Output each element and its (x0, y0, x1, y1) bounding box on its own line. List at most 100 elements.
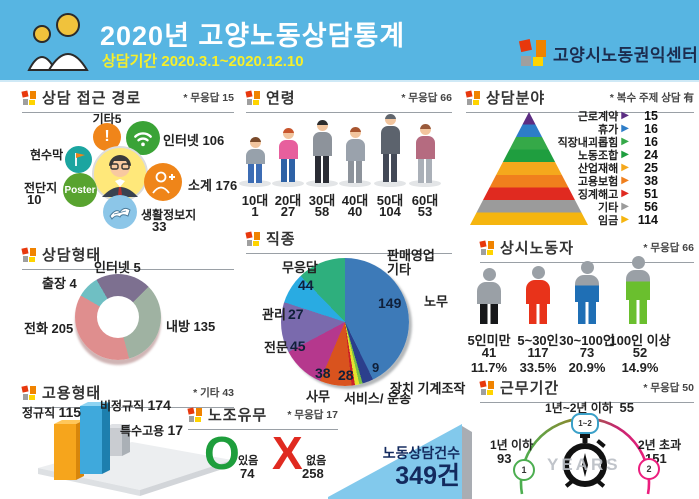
section-icon (21, 384, 36, 400)
field-value: 16 (644, 122, 658, 136)
arrow-icon: ▶ (621, 110, 629, 121)
figure-body (526, 280, 550, 304)
field-label: 근로계약 (577, 111, 619, 123)
figure-legs (529, 304, 547, 324)
magazine-icon (103, 195, 137, 229)
flag-icon (65, 146, 92, 173)
workers-figure-over100 (621, 256, 655, 324)
employment-label: 특수고용 (120, 424, 165, 438)
poster-text: Poster (64, 184, 96, 196)
access-life-value: 33 (152, 219, 167, 234)
job-sales-label: 판매영업 (387, 248, 435, 263)
age-figure-40s (341, 127, 369, 183)
tenure-left-label: 1년 이하 (490, 438, 534, 452)
figure-legs (418, 159, 432, 183)
job-prof-value: 45 (290, 338, 306, 354)
figure-head (349, 127, 361, 138)
job-service-value: 28 (338, 367, 354, 383)
section-note: * 무응답 17 (287, 409, 338, 421)
figure-body (477, 282, 501, 304)
field-label: 직장내괴롭힘 (557, 137, 619, 149)
exclaim-glyph: ! (104, 128, 110, 145)
age-cat: 20대 (274, 193, 302, 208)
section-title: 상시노동자 (500, 240, 575, 257)
donut-hole (97, 296, 139, 338)
employment-value: 174 (147, 397, 171, 413)
workers-pct: 33.5% (519, 360, 557, 375)
section-title: 직종 (266, 231, 296, 248)
field-label: 노동조합 (577, 150, 619, 162)
figure-legs (578, 302, 596, 324)
arrow-icon: ▶ (621, 214, 629, 225)
job-noans-value: 44 (298, 277, 314, 293)
section-title: 연령 (266, 90, 296, 107)
figure-shadow (272, 180, 304, 187)
field-row: 직장내괴롭힘 ▶ 16 (508, 134, 658, 150)
section-icon (245, 230, 260, 246)
job-labor-label: 노무 (424, 294, 448, 309)
workers-val: 52 (632, 345, 648, 360)
people-icon (27, 13, 89, 71)
field-value: 15 (644, 109, 658, 123)
total-block: 노동상담건수 349건 (340, 443, 460, 491)
total-triangle (328, 424, 472, 499)
job-mgmt-label: 관리 (262, 307, 286, 322)
figure-legs (281, 159, 295, 182)
age-figure-60s (411, 124, 439, 183)
union-yes-mark: O (204, 427, 240, 479)
form-internet-label: 인터넷 5 (94, 260, 141, 275)
field-label: 고용보험 (577, 176, 619, 188)
field-row: 산업재해 ▶ 25 (508, 160, 658, 176)
org-logo: 고양시노동권익센터 (518, 38, 698, 66)
figure-shadow (339, 180, 371, 187)
access-etc-label: 기타5 (92, 112, 122, 126)
age-val: 53 (417, 204, 433, 219)
section-access-header: 상담 접근 경로 * 무응답 15 (21, 87, 234, 113)
arrow-icon: ▶ (621, 162, 629, 173)
figure-head (384, 114, 396, 125)
figure-legs (629, 300, 647, 324)
form-trip-label: 출장 4 (42, 276, 77, 291)
union-yes-label: 있음 (238, 455, 259, 467)
section-job-header: 직종 (245, 228, 452, 254)
figure-head (419, 124, 431, 135)
section-title: 근무기간 (500, 380, 560, 397)
figure-torso (312, 132, 332, 156)
workers-val: 41 (481, 345, 497, 360)
job-prof-label: 전문 (264, 340, 288, 355)
figure-body (626, 270, 650, 300)
job-service-label: 서비스/ 운송 (344, 391, 412, 406)
job-pie-chart (281, 258, 409, 386)
section-title: 상담형태 (42, 247, 102, 264)
workers-cat: 5인미만 (467, 333, 511, 348)
job-noans-label: 무응답 (282, 260, 318, 275)
tenure-top-label: 1년~2년 이하 (545, 401, 613, 415)
tenure-left-value: 93 (497, 451, 512, 466)
section-note: * 기타 43 (193, 387, 234, 399)
workers-pct: 20.9% (568, 360, 606, 375)
age-cat: 40대 (341, 193, 369, 208)
employment-bar-chart (38, 402, 232, 496)
field-value: 25 (644, 161, 658, 175)
employment-value: 17 (167, 422, 184, 438)
field-label: 임금 (598, 215, 619, 227)
age-figure-50s (376, 114, 404, 182)
page-subtitle: 상담기간 2020.3.1~2020.12.10 (102, 53, 304, 70)
field-row: 휴가 ▶ 16 (508, 121, 658, 137)
consultant-avatar-glyph (102, 155, 138, 197)
section-note: * 무응답 66 (401, 92, 452, 104)
figure-torso (245, 149, 265, 164)
section-title: 상담분야 (486, 90, 546, 107)
tenure-badge-2: 2 (638, 458, 660, 480)
figure-head (282, 128, 294, 139)
figure-shadow (306, 180, 338, 187)
tenure-right-label: 2년 초과 (638, 438, 682, 452)
employment-item: 비정규직 174 (100, 397, 171, 414)
access-internet-label: 인터넷 106 (163, 133, 225, 148)
union-no-mark: X (272, 427, 303, 479)
field-label: 휴가 (598, 124, 619, 136)
employment-value: 115 (58, 404, 82, 420)
age-figure-30s (308, 120, 336, 183)
access-subtotal-label: 소계 176 (188, 178, 238, 193)
